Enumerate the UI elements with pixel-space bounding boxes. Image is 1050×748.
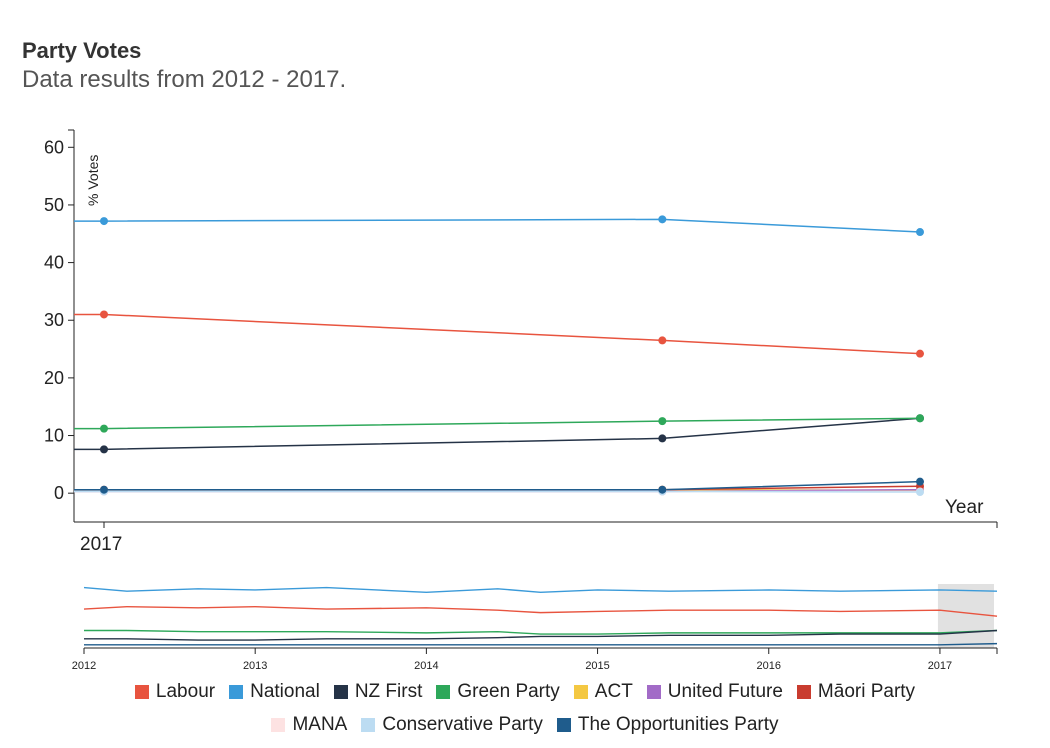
context-tick-label: 2014 [414,660,438,670]
data-point-green-party[interactable] [100,424,108,433]
legend-item-labour[interactable]: Labour [134,681,216,703]
data-point-the-opportunities-party[interactable] [658,485,667,494]
chart-subtitle: Data results from 2012 - 2017. [22,66,347,93]
chart-title: Party Votes [22,38,142,63]
legend-swatch [229,685,244,699]
legend-swatch [134,685,149,699]
context-x-ticks: 2012 2013 2014 2015 2016 2017 [72,648,952,670]
context-tick-label: 2017 [928,660,952,670]
y-tick-label: 0 [54,483,64,503]
data-point-nz-first[interactable] [100,445,108,454]
legend-row-2: MANA Conservative Party The Opportunities … [0,714,1050,736]
series-line-nz-first [74,417,921,451]
legend-swatch [556,718,571,732]
context-line-nz-first [84,629,998,641]
series-line-the-opportunities-party [74,480,921,491]
data-point-green-party[interactable] [658,417,667,426]
data-point-the-opportunities-party[interactable] [100,485,108,494]
legend-item-nz-first[interactable]: NZ First [333,681,423,703]
data-point-conservative-party[interactable] [916,488,924,497]
data-point-labour[interactable] [916,349,924,358]
data-point-national[interactable] [658,215,667,224]
legend-label: Labour [155,681,216,702]
y-tick-label: 60 [44,137,64,157]
y-tick-label: 30 [44,310,64,330]
context-line-national [83,586,998,594]
x-axis-label: Year [945,497,984,518]
legend-label: ACT [594,681,633,702]
y-tick-label: 20 [44,368,64,388]
context-tick-label: 2012 [72,660,96,670]
data-point-labour[interactable] [100,310,108,319]
x-tick-label: 2017 [80,534,122,555]
legend-swatch [796,685,811,699]
legend-item-conservative-party[interactable]: Conservative Party [361,714,543,736]
data-point-national[interactable] [916,228,924,237]
legend-item-green-party[interactable]: Green Party [436,681,560,703]
y-tick-label: 10 [44,426,64,446]
legend-swatch [271,718,286,732]
legend-row-1: Labour National NZ First Green Party ACT Unit… [0,681,1050,703]
series-line-green-party [74,417,921,430]
context-tick-label: 2013 [243,660,267,670]
legend-swatch [361,718,376,732]
series-line-labour [74,313,921,355]
legend-item-the-opportunities-party[interactable]: The Opportunities Party [556,714,779,736]
data-point-the-opportunities-party[interactable] [916,477,924,486]
y-tick-label: 50 [44,195,64,215]
series-line-conservative-party [74,490,921,493]
legend-label: Green Party [457,681,560,702]
legend-label: Māori Party [817,681,916,702]
focus-chart: 2017 Year % Votes 0 10 20 30 40 50 60 [44,129,998,555]
brush-selection[interactable] [937,584,994,648]
legend-label: NZ First [354,681,423,702]
context-line-labour [83,605,998,617]
y-axis-ticks: 0 10 20 30 40 50 60 [44,137,74,503]
data-point-nz-first[interactable] [658,434,667,443]
series-line-national [74,218,921,233]
legend-item-national[interactable]: National [229,681,320,703]
data-point-national[interactable] [100,217,108,226]
legend-swatch [573,685,588,699]
context-tick-label: 2015 [585,660,609,670]
data-point-labour[interactable] [658,336,667,345]
context-line-the-opportunities-party [84,642,998,646]
legend-swatch [646,685,661,699]
legend-label: National [250,681,320,702]
legend-label: United Future [667,681,783,702]
legend-item-united-future[interactable]: United Future [646,681,783,703]
series-lines [74,218,921,493]
context-tick-label: 2016 [757,660,781,670]
legend-swatch [436,685,451,699]
legend-item-act[interactable]: ACT [573,681,633,703]
legend-label: The Opportunities Party [577,714,779,735]
legend-swatch [333,685,348,699]
context-series-lines [83,586,998,646]
y-tick-label: 40 [44,253,64,273]
series-points [100,215,924,497]
legend-item-mana[interactable]: MANA [271,714,347,736]
legend-label: MANA [292,714,348,735]
legend-item-maori-party[interactable]: Māori Party [796,681,916,703]
legend-label: Conservative Party [382,714,543,735]
context-line-green-party [84,629,998,635]
data-point-green-party[interactable] [916,414,924,423]
y-axis-label: % Votes [85,155,101,206]
context-chart: 2012 2013 2014 2015 2016 2017 [72,584,998,670]
